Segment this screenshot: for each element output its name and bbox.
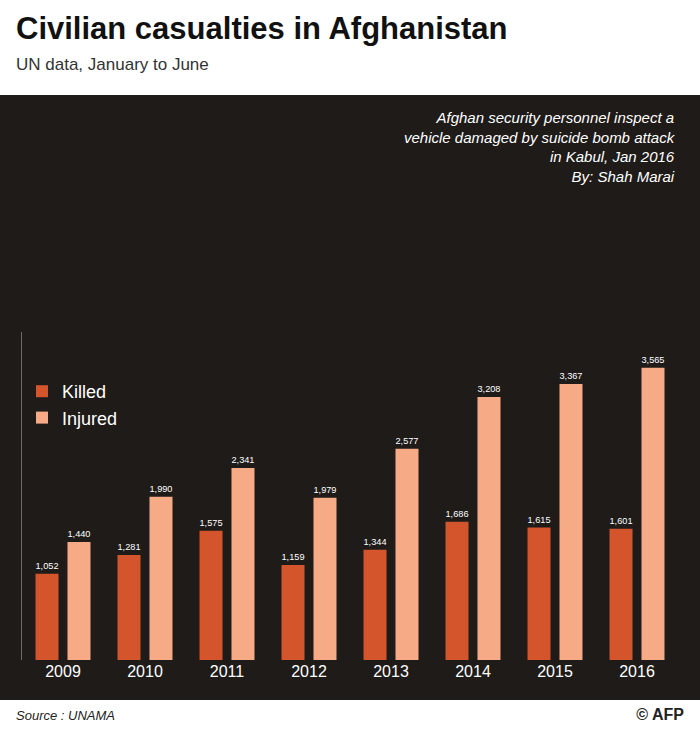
svg-text:2014: 2014 xyxy=(455,663,491,680)
svg-text:1,686: 1,686 xyxy=(446,509,469,519)
html-text:© AFP: © AFP xyxy=(636,706,684,723)
html-text:Source : UNAMA: Source : UNAMA xyxy=(16,708,115,723)
svg-text:3,367: 3,367 xyxy=(559,371,582,381)
svg-text:1,344: 1,344 xyxy=(364,537,387,547)
svg-text:1,440: 1,440 xyxy=(67,529,90,539)
html-text:Civilian casualties in Afghani: Civilian casualties in Afghanistan xyxy=(16,11,508,46)
svg-text:1,615: 1,615 xyxy=(528,515,551,525)
svg-text:2013: 2013 xyxy=(373,663,409,680)
svg-text:1,575: 1,575 xyxy=(200,518,223,528)
svg-text:3,208: 3,208 xyxy=(477,384,500,394)
svg-text:Injured: Injured xyxy=(62,409,117,429)
svg-text:2015: 2015 xyxy=(537,663,573,680)
svg-text:2010: 2010 xyxy=(127,663,163,680)
svg-text:2016: 2016 xyxy=(619,663,655,680)
svg-text:2012: 2012 xyxy=(291,663,327,680)
svg-text:Killed: Killed xyxy=(62,382,106,402)
html-text:UN data, January to June: UN data, January to June xyxy=(16,55,209,74)
svg-text:1,159: 1,159 xyxy=(282,552,305,562)
svg-text:1,601: 1,601 xyxy=(610,516,633,526)
svg-text:1,052: 1,052 xyxy=(36,561,59,571)
svg-text:1,281: 1,281 xyxy=(118,542,141,552)
svg-text:2009: 2009 xyxy=(45,663,81,680)
svg-text:2,577: 2,577 xyxy=(395,436,418,446)
svg-text:2,341: 2,341 xyxy=(231,455,254,465)
svg-text:3,565: 3,565 xyxy=(641,355,664,365)
svg-text:Afghan security personnel insp: Afghan security personnel inspect avehic… xyxy=(404,109,676,185)
svg-text:1,979: 1,979 xyxy=(313,485,336,495)
svg-text:1,990: 1,990 xyxy=(149,484,172,494)
svg-text:2011: 2011 xyxy=(210,663,245,680)
